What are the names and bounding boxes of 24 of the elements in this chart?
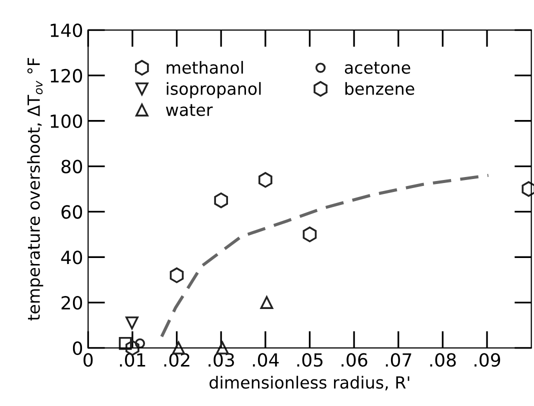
y-tick-label: 20 [62,296,82,310]
x-tick-label: .02 [164,353,190,367]
x-tick-label: .07 [386,353,412,367]
y-tick-label: 40 [61,250,82,264]
y-axis-title: temperature overshoot, ΔT$_{ov}$ °F [27,58,44,320]
y-tick-label: 140 [50,24,82,38]
y-tick-label: 120 [50,68,82,83]
x-tick-label: .01 [120,353,146,367]
legend-label: methanol [166,60,243,74]
y-tick-label: 100 [50,114,82,128]
x-tick-label: .06 [342,353,368,367]
legend-label: benzene [345,82,414,95]
legend-label: isopropanol [166,82,261,98]
legend-label: acetone [344,62,410,74]
x-tick-label: 0 [84,353,93,367]
y-tick-label: 0 [72,341,82,356]
x-axis-title: dimensionless radius, R' [210,376,410,390]
x-tick-label: .08 [430,353,456,367]
y-tick-label: 80 [62,160,82,174]
x-tick-label: .04 [252,353,279,367]
y-tick-label: 60 [62,205,82,219]
legend-label: water [166,104,213,116]
x-tick-label: .09 [474,353,500,367]
x-tick-label: .05 [297,353,322,367]
